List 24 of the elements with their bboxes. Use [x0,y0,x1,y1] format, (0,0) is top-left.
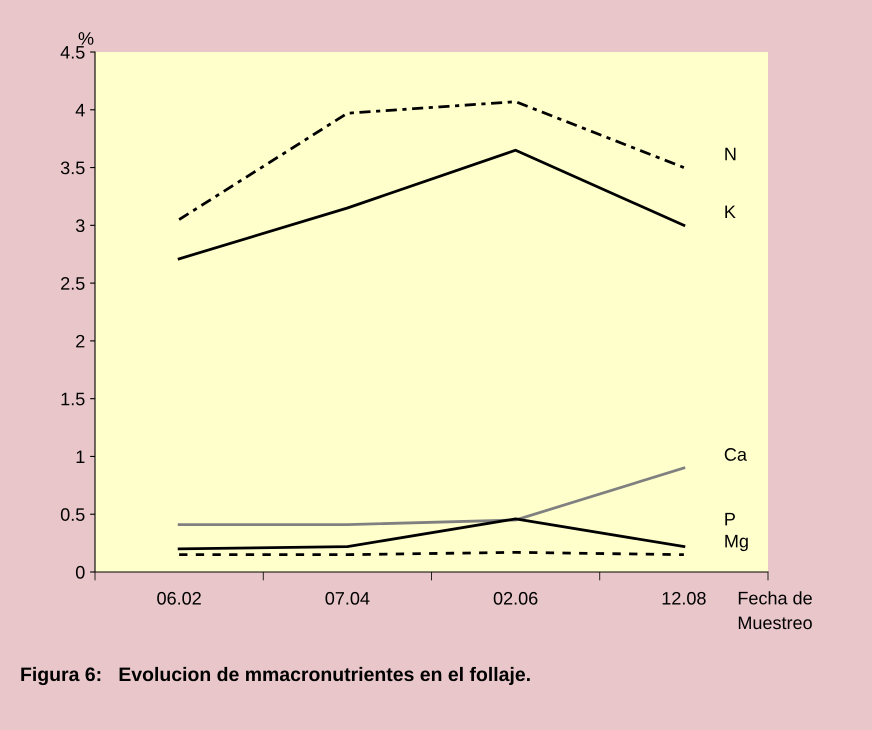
y-tick-label: 3 [76,219,84,232]
y-tick-label: 4 [76,104,85,116]
y-axis-title: % [78,32,94,45]
text: Figura 6: Evolucion de mmacronutrientes en el follaje. [21,666,530,686]
line-series [178,148,686,260]
x-axis-title: Fecha de Muestreo [738,591,812,630]
text: K [725,206,736,218]
x-tick-label: 02.06 [494,592,538,605]
x-tick-label: 12.08 [662,592,706,605]
y-tick-label: 2.5 [61,277,85,290]
text: P [725,512,735,526]
x-tick-label: 06.02 [157,592,201,605]
y-tick-label: 1 [76,450,84,463]
x-tick-label: 07.04 [325,592,370,605]
text: Ca [724,448,747,461]
line-series [178,100,686,221]
text: Mg [725,534,748,552]
y-tick-label: 0 [76,566,85,579]
y-tick-label: 1.5 [62,392,85,406]
y-tick-label: 2 [76,334,84,348]
y-tick-label: 3.5 [60,161,85,174]
text: N [725,148,736,160]
y-tick-label: 0.5 [60,508,85,521]
y-tick-label: 4.5 [60,46,85,59]
